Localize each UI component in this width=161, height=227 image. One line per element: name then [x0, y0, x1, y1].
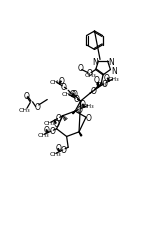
Text: CH₃: CH₃: [49, 79, 61, 84]
Text: O: O: [94, 76, 100, 85]
Text: O: O: [43, 125, 49, 134]
Text: CH₃: CH₃: [49, 152, 61, 157]
Text: CH₃: CH₃: [95, 82, 107, 87]
Text: N: N: [111, 67, 117, 76]
Text: O: O: [77, 64, 83, 72]
Text: CH₃: CH₃: [108, 77, 119, 82]
Text: CH₃: CH₃: [62, 92, 74, 97]
Text: O: O: [61, 145, 67, 154]
Polygon shape: [72, 111, 75, 114]
Text: N: N: [108, 58, 114, 67]
Text: N: N: [93, 58, 98, 67]
Text: CH₃: CH₃: [83, 103, 94, 108]
Text: O: O: [61, 83, 66, 92]
Text: O: O: [59, 77, 65, 86]
Text: O: O: [71, 89, 77, 98]
Text: CH₃: CH₃: [84, 72, 96, 77]
Polygon shape: [79, 132, 82, 136]
Text: O: O: [102, 79, 108, 89]
Text: CH₃: CH₃: [19, 108, 31, 113]
Text: O: O: [76, 105, 82, 114]
Text: O: O: [49, 127, 55, 136]
Text: O: O: [55, 144, 61, 153]
Text: O: O: [56, 114, 62, 123]
Text: O: O: [85, 113, 91, 122]
Text: CH₃: CH₃: [44, 121, 56, 126]
Text: O: O: [74, 95, 79, 104]
Text: O: O: [79, 100, 85, 109]
Text: O: O: [90, 86, 96, 95]
Text: CH₃: CH₃: [37, 133, 49, 138]
Text: O: O: [23, 92, 29, 101]
Text: O: O: [54, 119, 59, 128]
Text: O: O: [34, 102, 40, 111]
Text: O: O: [70, 89, 76, 99]
Text: O: O: [104, 74, 110, 83]
Text: O: O: [87, 69, 92, 78]
